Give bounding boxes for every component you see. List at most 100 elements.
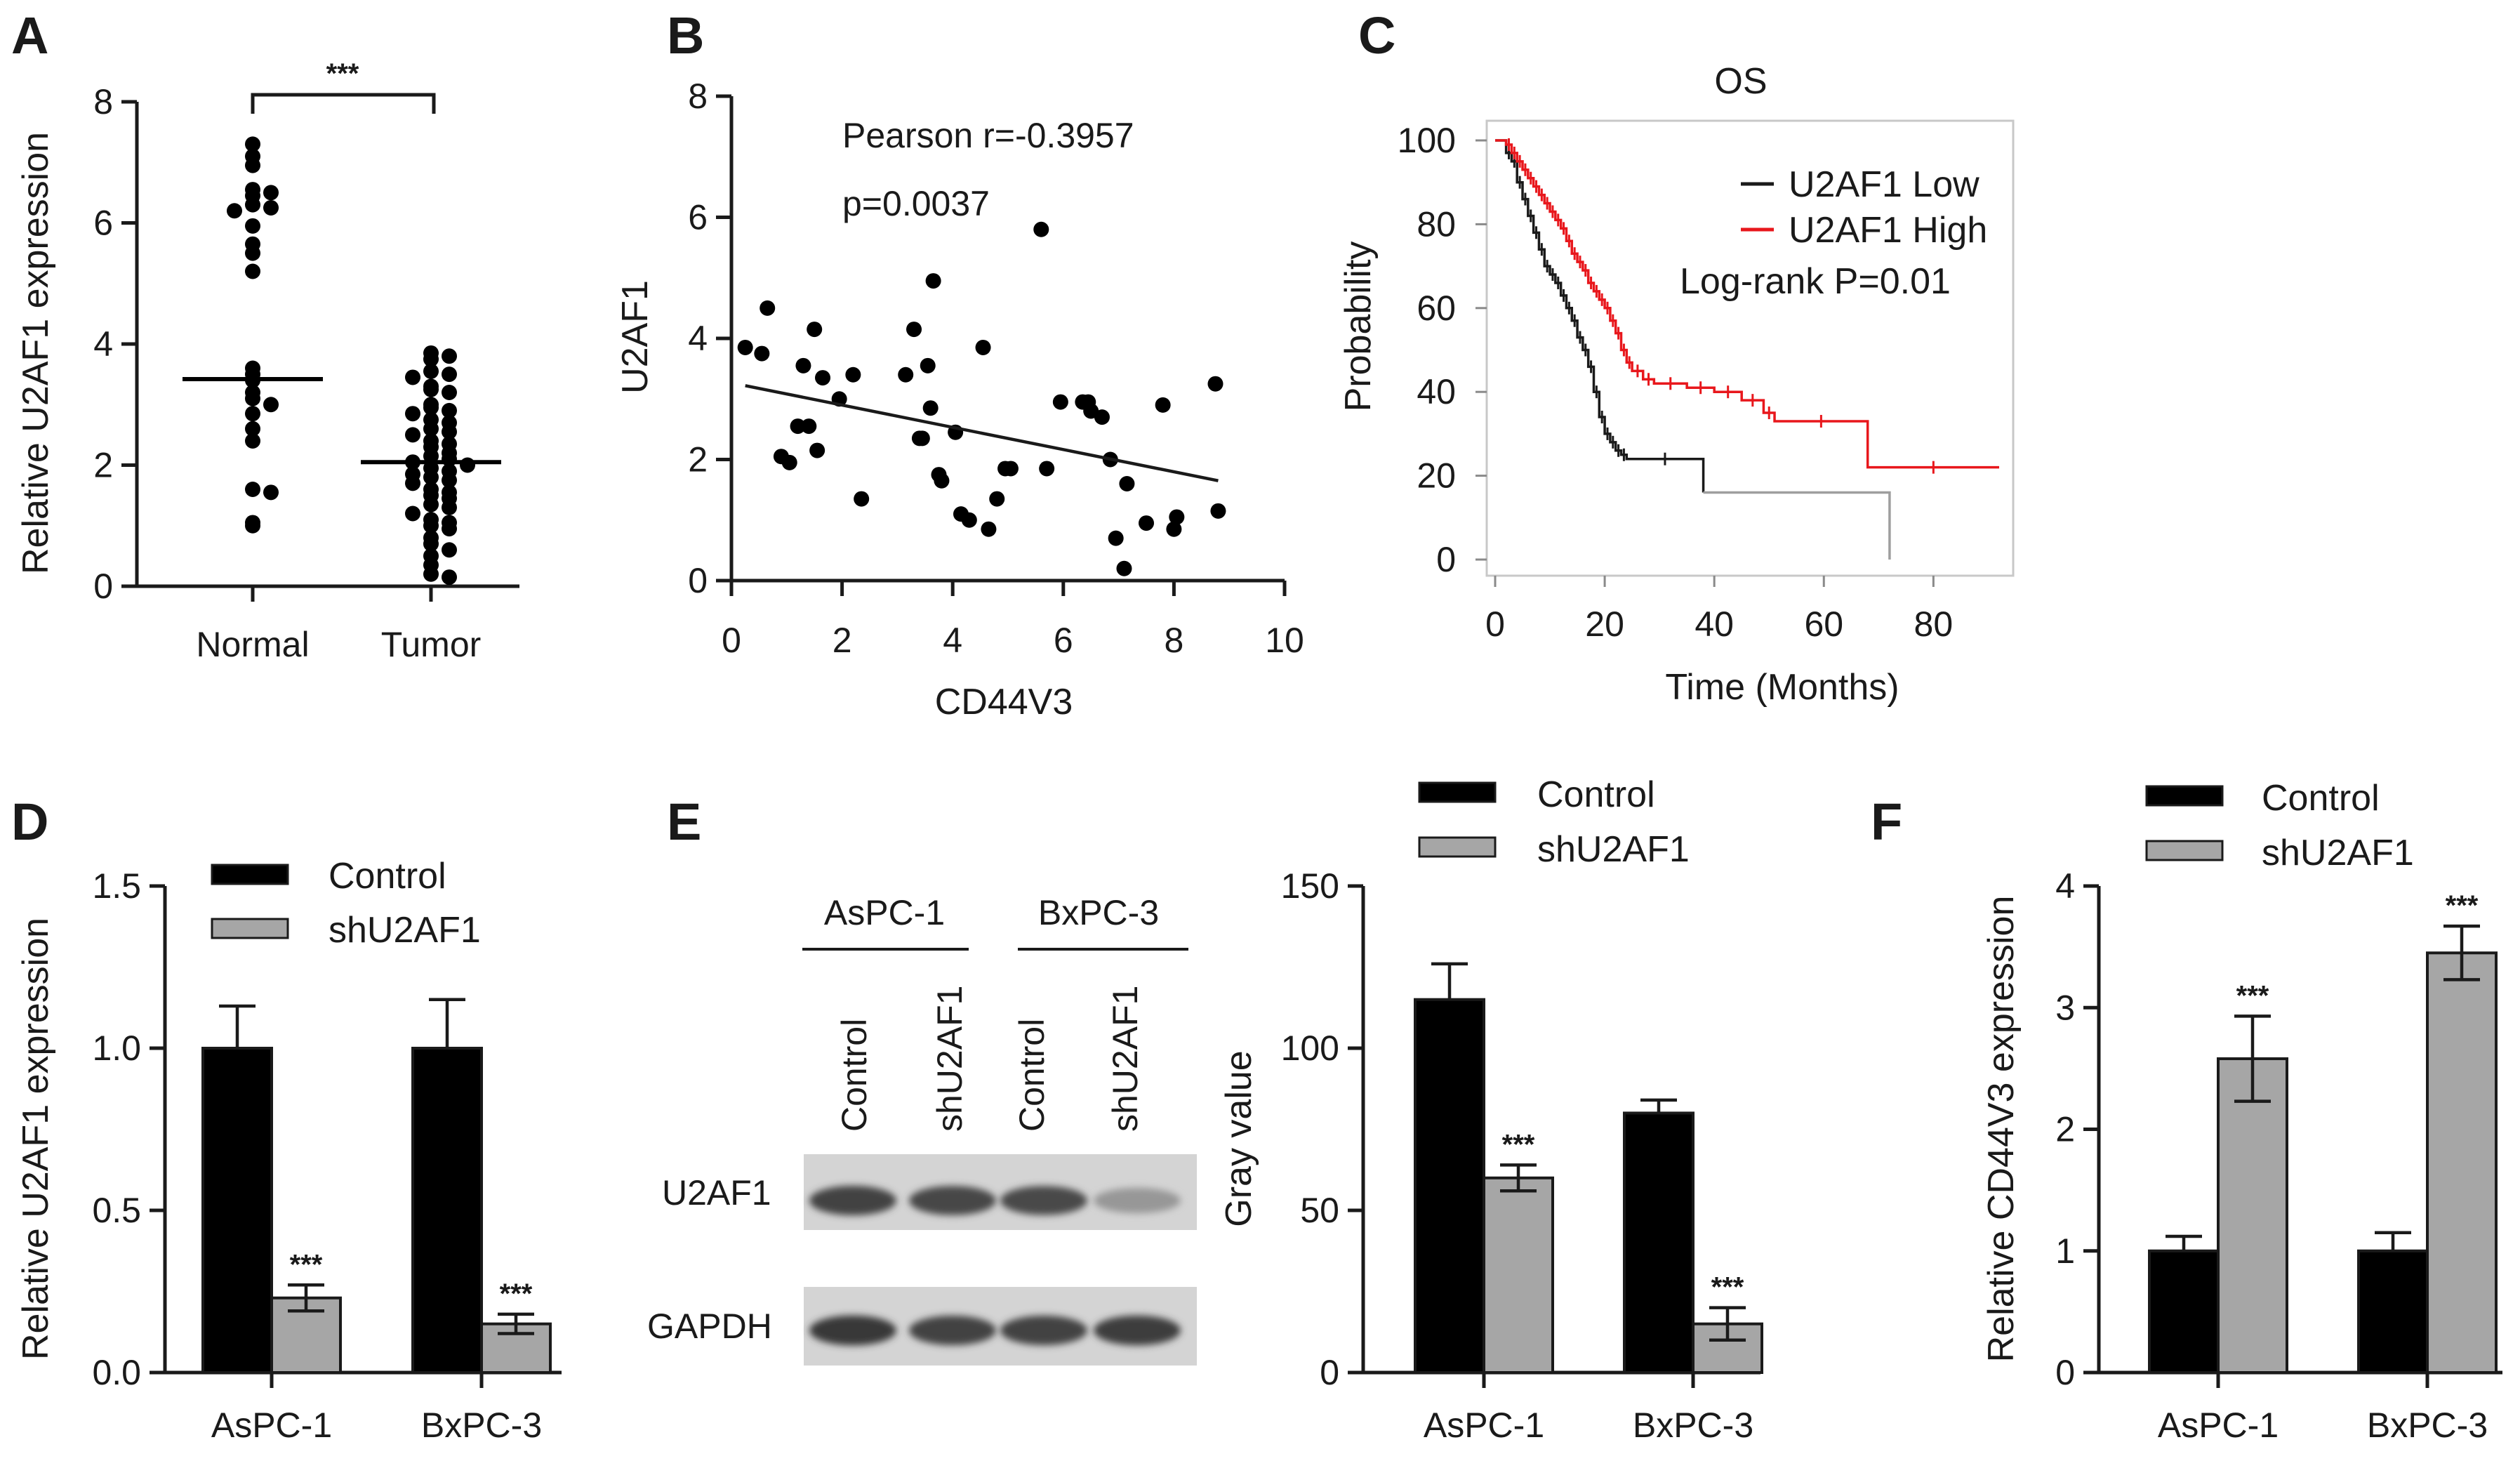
panel-d-y-tick-label: 1.5 [92,866,141,906]
panel-a-axes [121,100,519,602]
panel-a-point [423,351,439,367]
panel-b-y-tick-label: 2 [688,440,708,480]
panel-f-legend-control: Control [2262,778,2380,819]
panel-d-bar [411,1047,483,1374]
blot-lane-4: shU2AF1 [1106,986,1145,1132]
panel-a-category-tumor: Tumor [381,625,482,664]
panel-e-category-label: AsPC-1 [1424,1406,1544,1445]
panel-e-legend: Control shU2AF1 [1418,774,1690,870]
panel-e-bar [1623,1111,1695,1375]
panel-d-bar [201,1047,273,1374]
panel-f-bar [2357,1249,2429,1374]
panel-f-significance: *** [2446,890,2479,921]
panel-b-point [922,400,939,416]
panel-b-point [809,442,825,458]
panel-c-x-tick-label: 0 [1485,604,1505,644]
panel-b-point [1033,221,1049,237]
panel-a-tick-labels: 0 2 4 6 8 [93,82,113,606]
panel-e-y-tick-label: 0 [1320,1353,1339,1392]
panel-b-point [795,357,811,373]
panel-e-y-label: Gray value [1219,1050,1259,1227]
panel-b-point [760,300,776,316]
panel-e-tick-labels: 0 50 100 150 AsPC-1 BxPC-3 [1281,866,1754,1445]
panel-a-point [423,399,439,416]
panel-d-significance: *** [290,1249,323,1280]
panel-a-point [423,496,439,513]
panel-b-point [925,273,941,289]
panel-b-x-tick-label: 4 [943,621,962,660]
panel-c-log-rank: Log-rank P=0.01 [1680,261,1951,302]
panel-b-correlation: 0 2 4 6 8 0 2 4 6 8 10 U2AF1 CD44V3 Pearson r=-0.3… [615,77,1304,722]
panel-a-point [405,427,420,443]
panel-d-y-tick-label: 0.0 [92,1353,141,1392]
panel-a-point [245,197,260,213]
panel-f-y-tick-label: 3 [2055,988,2075,1027]
panel-b-point [961,512,977,528]
panel-e-category-label: BxPC-3 [1633,1406,1753,1445]
blot-band [809,1185,896,1216]
panel-a-point [423,448,439,464]
panel-a-point [263,397,279,413]
panel-a-point [442,569,457,586]
panel-c-legend: U2AF1 Low U2AF1 High [1741,164,1987,251]
panel-b-point [807,322,823,338]
panel-a-point [423,363,439,379]
blot-group-aspc1: AsPC-1 [824,893,945,932]
panel-b-point [1155,397,1171,413]
panel-a-point [442,542,457,558]
panel-d-significance: *** [500,1278,533,1309]
panel-a-point [245,406,260,422]
panel-b-point [737,339,753,355]
panel-c-y-label: Probability [1338,242,1379,412]
panel-a-point [442,348,457,364]
panel-f-bar [2217,1057,2288,1374]
panel-c-y-tick-label: 60 [1417,289,1456,328]
panel-b-y-tick-label: 0 [688,561,708,600]
panel-e-legend-swatch-control [1418,781,1497,803]
panel-e-y-tick-label: 100 [1281,1029,1339,1068]
panel-a-point [405,475,420,491]
panel-b-point [1119,476,1135,491]
panel-a-point [227,203,242,219]
panel-a-point [423,469,439,485]
panel-c-y-tick-label: 0 [1436,540,1456,579]
panel-a-point [263,484,279,501]
panel-a-y-tick-label: 4 [93,324,113,364]
panel-d-legend: Control shU2AF1 [211,856,481,951]
panel-f-y-label: Relative CD44V3 expression [1981,896,2022,1363]
panel-b-y-label: U2AF1 [615,280,656,394]
panel-e-y-tick-label: 150 [1281,866,1339,906]
panel-d-legend-control: Control [329,856,446,897]
blot-lane-1: Control [835,1019,874,1132]
panel-c-y-tick-label: 100 [1398,121,1456,160]
panel-a-point [442,521,457,537]
panel-d-bars: 0.0 0.5 1.0 1.5 AsPC-1 BxPC-3 *** *** Relative… [15,856,562,1445]
panel-b-x-label: CD44V3 [935,682,1073,722]
panel-b-point [975,339,991,355]
panel-b-point [981,521,997,537]
blot-band [909,1315,996,1346]
blot-band [1000,1315,1087,1346]
panel-b-point [1169,509,1185,525]
panel-e-western-blot: AsPC-1 BxPC-3 Control shU2AF1 Control sh… [647,893,1197,1366]
panel-a-point [245,218,260,234]
panel-b-p-value: p=0.0037 [842,184,990,223]
panel-b-fit-line [745,384,1219,482]
panel-a-point [245,482,260,497]
panel-c-y-tick-label: 40 [1417,372,1456,411]
panel-b-point [1207,376,1223,392]
panel-b-point [920,357,936,373]
panel-letter-b: B [667,6,704,65]
panel-c-tick-labels: 0 20 40 60 80 100 0 20 40 60 80 [1398,121,1954,644]
panel-d-legend-swatch-sh [211,918,289,939]
panel-a-category-normal: Normal [196,625,309,664]
panel-e-significance: *** [1711,1272,1744,1303]
panel-a-point [442,366,457,383]
panel-f-category-label: BxPC-3 [2367,1406,2488,1445]
panel-c-legend-low: U2AF1 Low [1789,164,1979,205]
panel-b-point [898,366,914,383]
panel-a-scatter: 0 2 4 6 8 Relative U2AF1 expression Normal T… [15,58,519,664]
panel-b-point [1039,461,1055,477]
